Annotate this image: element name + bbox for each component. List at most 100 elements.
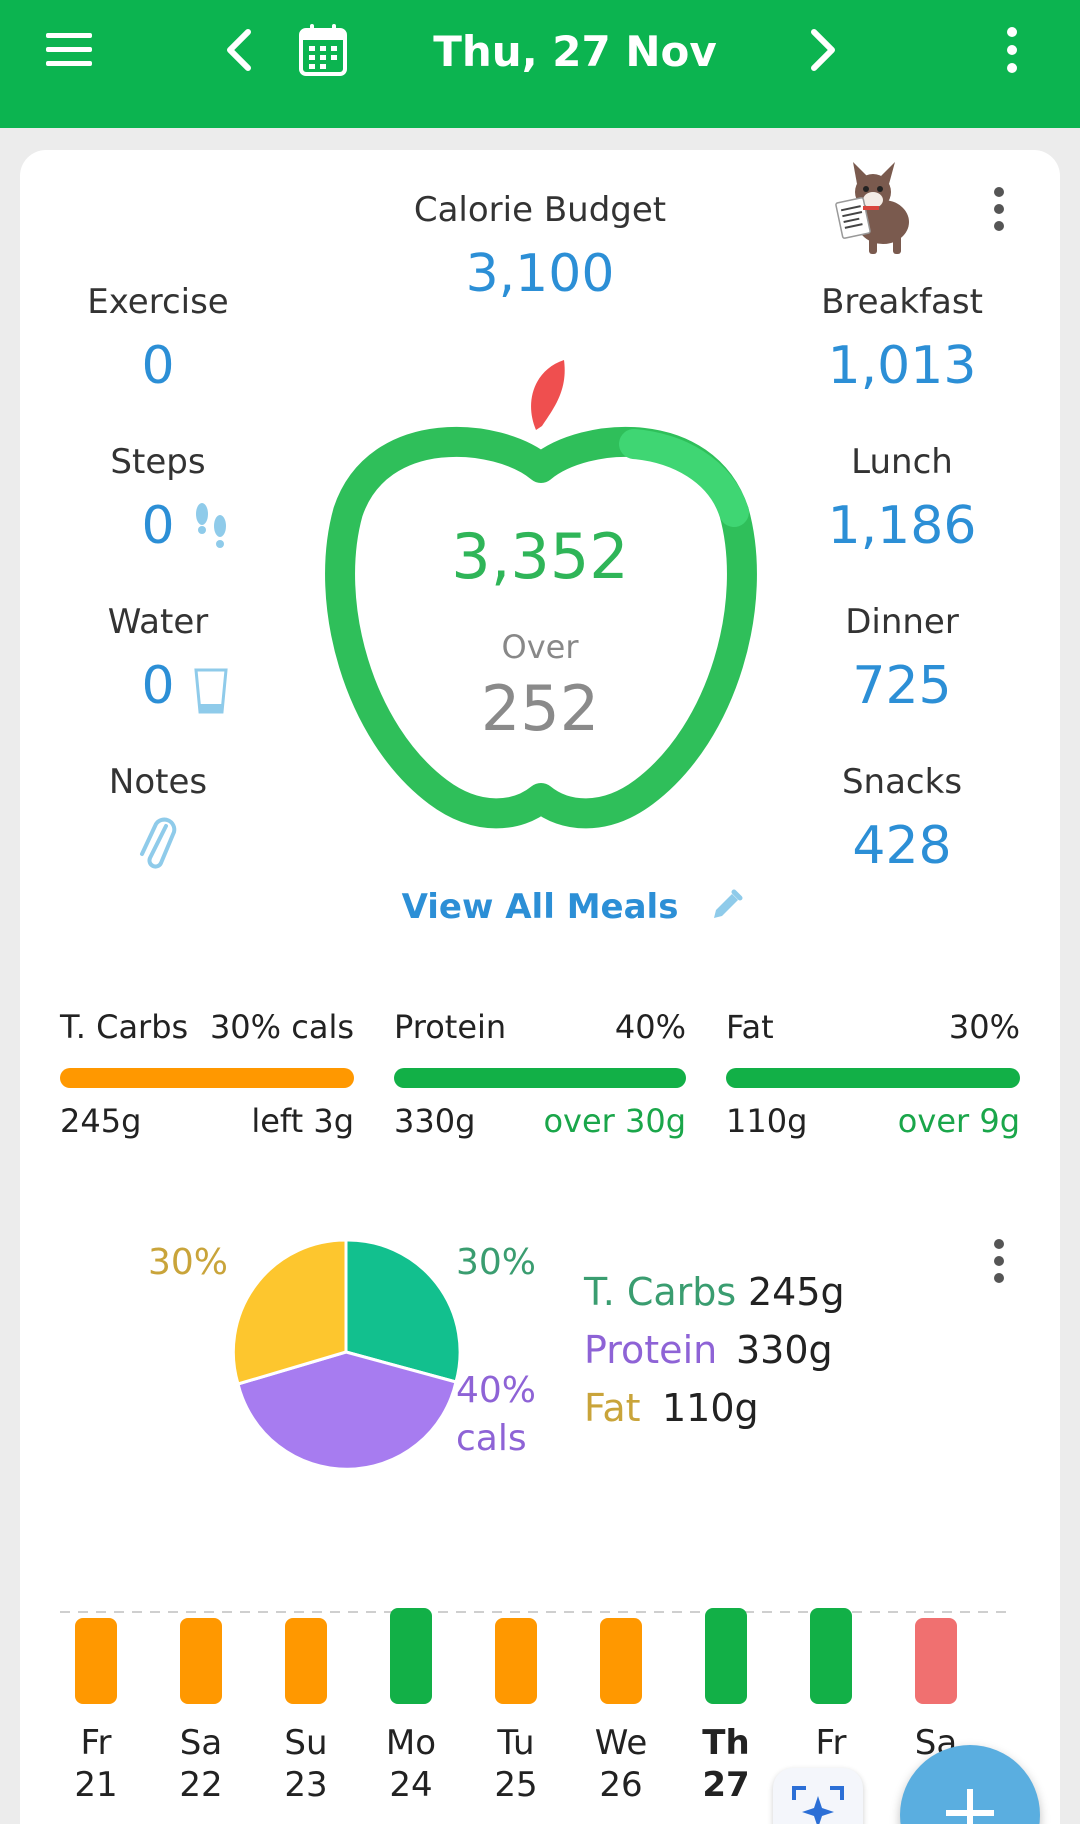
notes-label: Notes bbox=[108, 762, 208, 802]
over-value: 252 bbox=[480, 672, 600, 745]
menu-icon[interactable] bbox=[44, 30, 96, 70]
fat-status: over 9g bbox=[897, 1102, 1020, 1140]
legend-fat-value: 110g bbox=[662, 1386, 759, 1430]
lunch-value[interactable]: 1,186 bbox=[827, 496, 977, 556]
chevron-left-icon[interactable] bbox=[222, 26, 256, 74]
week-day-name: Mo bbox=[385, 1723, 437, 1763]
pie-label-carbs: 30% bbox=[456, 1242, 537, 1283]
exercise-label: Exercise bbox=[87, 282, 229, 322]
apple-progress-ring[interactable] bbox=[318, 352, 764, 840]
week-day-date: 21 bbox=[74, 1765, 118, 1805]
snacks-label: Snacks bbox=[841, 762, 963, 802]
week-bar-fr-28[interactable] bbox=[810, 1608, 852, 1704]
pie-label-protein-cals: cals bbox=[456, 1418, 527, 1459]
carbs-status: left 3g bbox=[251, 1102, 354, 1140]
snacks-value[interactable]: 428 bbox=[852, 816, 952, 876]
carbs-pct: 30% cals bbox=[209, 1008, 354, 1046]
calories-eaten-value: 3,352 bbox=[451, 520, 629, 593]
edit-pencil-icon[interactable] bbox=[710, 888, 744, 922]
over-label: Over bbox=[501, 628, 579, 666]
week-bar-th-27[interactable] bbox=[705, 1608, 747, 1704]
plus-icon bbox=[946, 1789, 994, 1824]
legend-fat-name: Fat bbox=[584, 1386, 641, 1430]
carbs-grams: 245g bbox=[60, 1102, 142, 1140]
pie-label-protein: 40% bbox=[456, 1370, 537, 1411]
lunch-label: Lunch bbox=[851, 442, 953, 482]
week-day-date: 25 bbox=[494, 1765, 538, 1805]
week-day-name: Tu bbox=[497, 1723, 535, 1763]
weekly-chart bbox=[60, 1608, 1010, 1704]
footprints-icon bbox=[196, 503, 226, 548]
week-day-name: Su bbox=[284, 1723, 328, 1763]
week-day-date: 27 bbox=[702, 1765, 750, 1805]
exercise-value[interactable]: 0 bbox=[141, 336, 175, 396]
week-bar-mo-24[interactable] bbox=[390, 1608, 432, 1704]
week-bar-tu-25[interactable] bbox=[495, 1618, 537, 1704]
chevron-right-icon[interactable] bbox=[806, 26, 840, 74]
water-label: Water bbox=[107, 602, 209, 642]
week-day-label[interactable]: Mo 24 bbox=[371, 1722, 451, 1806]
calorie-budget-label: Calorie Budget bbox=[413, 190, 667, 230]
week-bar-fr-21[interactable] bbox=[75, 1618, 117, 1704]
week-bar-sa-22[interactable] bbox=[180, 1618, 222, 1704]
fat-pct: 30% bbox=[948, 1008, 1020, 1046]
week-day-label[interactable]: Fr 21 bbox=[56, 1722, 136, 1806]
week-day-label[interactable]: We 26 bbox=[581, 1722, 661, 1806]
protein-pct: 40% bbox=[614, 1008, 686, 1046]
water-glass-icon bbox=[194, 668, 228, 714]
protein-bar bbox=[394, 1068, 686, 1088]
card-more-icon[interactable] bbox=[988, 186, 1010, 232]
carbs-name: T. Carbs bbox=[60, 1008, 189, 1046]
carbs-bar bbox=[60, 1068, 354, 1088]
fat-name: Fat bbox=[726, 1008, 774, 1046]
ai-scan-icon bbox=[792, 1786, 844, 1824]
week-day-name: Fr bbox=[80, 1723, 112, 1763]
scan-food-button[interactable] bbox=[773, 1768, 863, 1824]
week-day-date: 24 bbox=[389, 1765, 433, 1805]
week-day-label[interactable]: Sa 22 bbox=[161, 1722, 241, 1806]
pie-slice-carbs bbox=[344, 1238, 462, 1384]
legend-protein-name: Protein bbox=[584, 1328, 718, 1372]
week-bar-we-26[interactable] bbox=[600, 1618, 642, 1704]
calendar-icon[interactable] bbox=[297, 22, 349, 78]
date-title[interactable]: Thu, 27 Nov bbox=[433, 27, 717, 76]
steps-label: Steps bbox=[110, 442, 206, 482]
dog-mascot-icon[interactable] bbox=[833, 160, 919, 258]
week-day-date: 26 bbox=[599, 1765, 643, 1805]
pie-slice-fat bbox=[231, 1238, 348, 1386]
top-app-bar: Thu, 27 Nov bbox=[0, 0, 1080, 128]
week-day-date: 22 bbox=[179, 1765, 223, 1805]
macro-pie-chart[interactable] bbox=[230, 1236, 462, 1468]
pie-label-fat: 30% bbox=[148, 1242, 229, 1283]
breakfast-value[interactable]: 1,013 bbox=[827, 336, 977, 396]
week-day-name: Fr bbox=[815, 1723, 847, 1763]
week-bar-sa-29[interactable] bbox=[915, 1618, 957, 1704]
paperclip-icon[interactable] bbox=[138, 816, 178, 872]
view-all-meals-link[interactable]: View All Meals bbox=[401, 887, 679, 927]
legend-carbs-value: 245g bbox=[748, 1270, 845, 1314]
dinner-value[interactable]: 725 bbox=[852, 656, 952, 716]
steps-value[interactable]: 0 bbox=[141, 496, 175, 556]
week-day-label[interactable]: Su 23 bbox=[266, 1722, 346, 1806]
pie-more-icon[interactable] bbox=[988, 1238, 1010, 1284]
legend-protein-value: 330g bbox=[736, 1328, 833, 1372]
week-day-name: We bbox=[594, 1723, 648, 1763]
legend-carbs-name: T. Carbs bbox=[584, 1270, 737, 1314]
pie-slice-protein bbox=[236, 1350, 458, 1468]
apple-leaf-icon bbox=[531, 360, 565, 430]
breakfast-label: Breakfast bbox=[821, 282, 983, 322]
more-vert-icon[interactable] bbox=[1000, 26, 1024, 74]
protein-name: Protein bbox=[394, 1008, 507, 1046]
week-day-name: Th bbox=[702, 1723, 750, 1763]
daily-summary-card bbox=[20, 150, 1060, 1824]
week-bar-su-23[interactable] bbox=[285, 1618, 327, 1704]
protein-grams: 330g bbox=[394, 1102, 476, 1140]
week-day-name: Sa bbox=[179, 1723, 223, 1763]
calorie-budget-value[interactable]: 3,100 bbox=[465, 244, 615, 304]
fat-bar bbox=[726, 1068, 1020, 1088]
water-value[interactable]: 0 bbox=[141, 656, 175, 716]
week-day-label[interactable]: Tu 25 bbox=[476, 1722, 556, 1806]
fat-grams: 110g bbox=[726, 1102, 808, 1140]
week-day-label[interactable]: Th 27 bbox=[686, 1722, 766, 1806]
dinner-label: Dinner bbox=[845, 602, 959, 642]
